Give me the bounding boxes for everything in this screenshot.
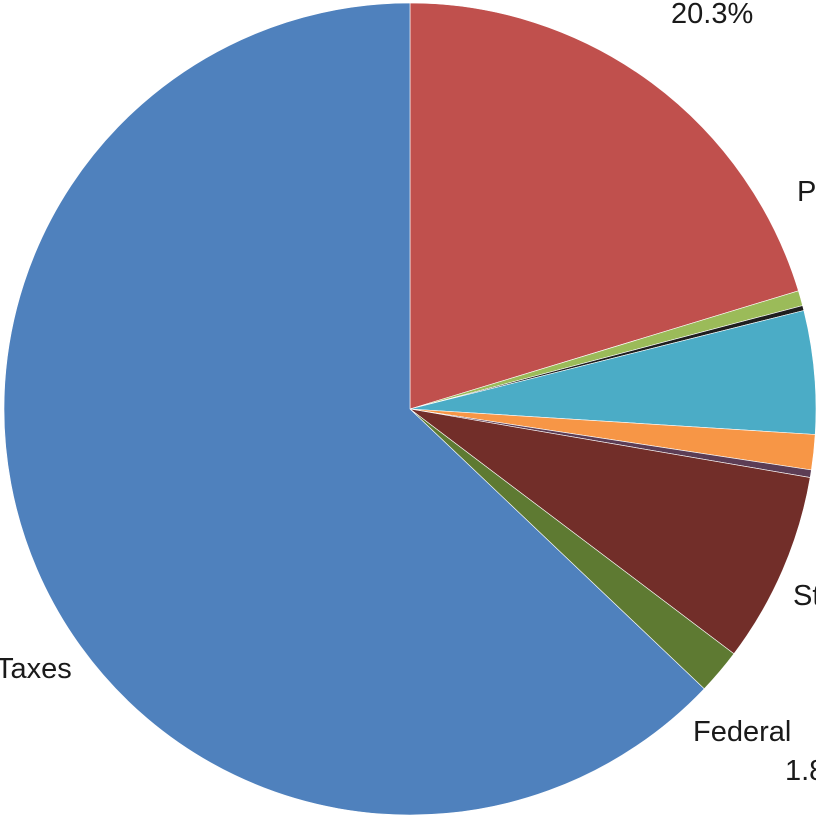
- label-federal-value: 1.8: [785, 755, 816, 787]
- label-pct-top: 20.3%: [671, 0, 754, 30]
- pie-slice-8: [3, 2, 705, 816]
- pie-slice-0: [409, 2, 799, 410]
- label-partial-p: P: [797, 176, 816, 208]
- label-partial-st: St: [793, 580, 816, 612]
- label-taxes: Taxes: [0, 653, 72, 685]
- pie-slice-6: [409, 408, 811, 655]
- label-federal: Federal: [693, 716, 792, 748]
